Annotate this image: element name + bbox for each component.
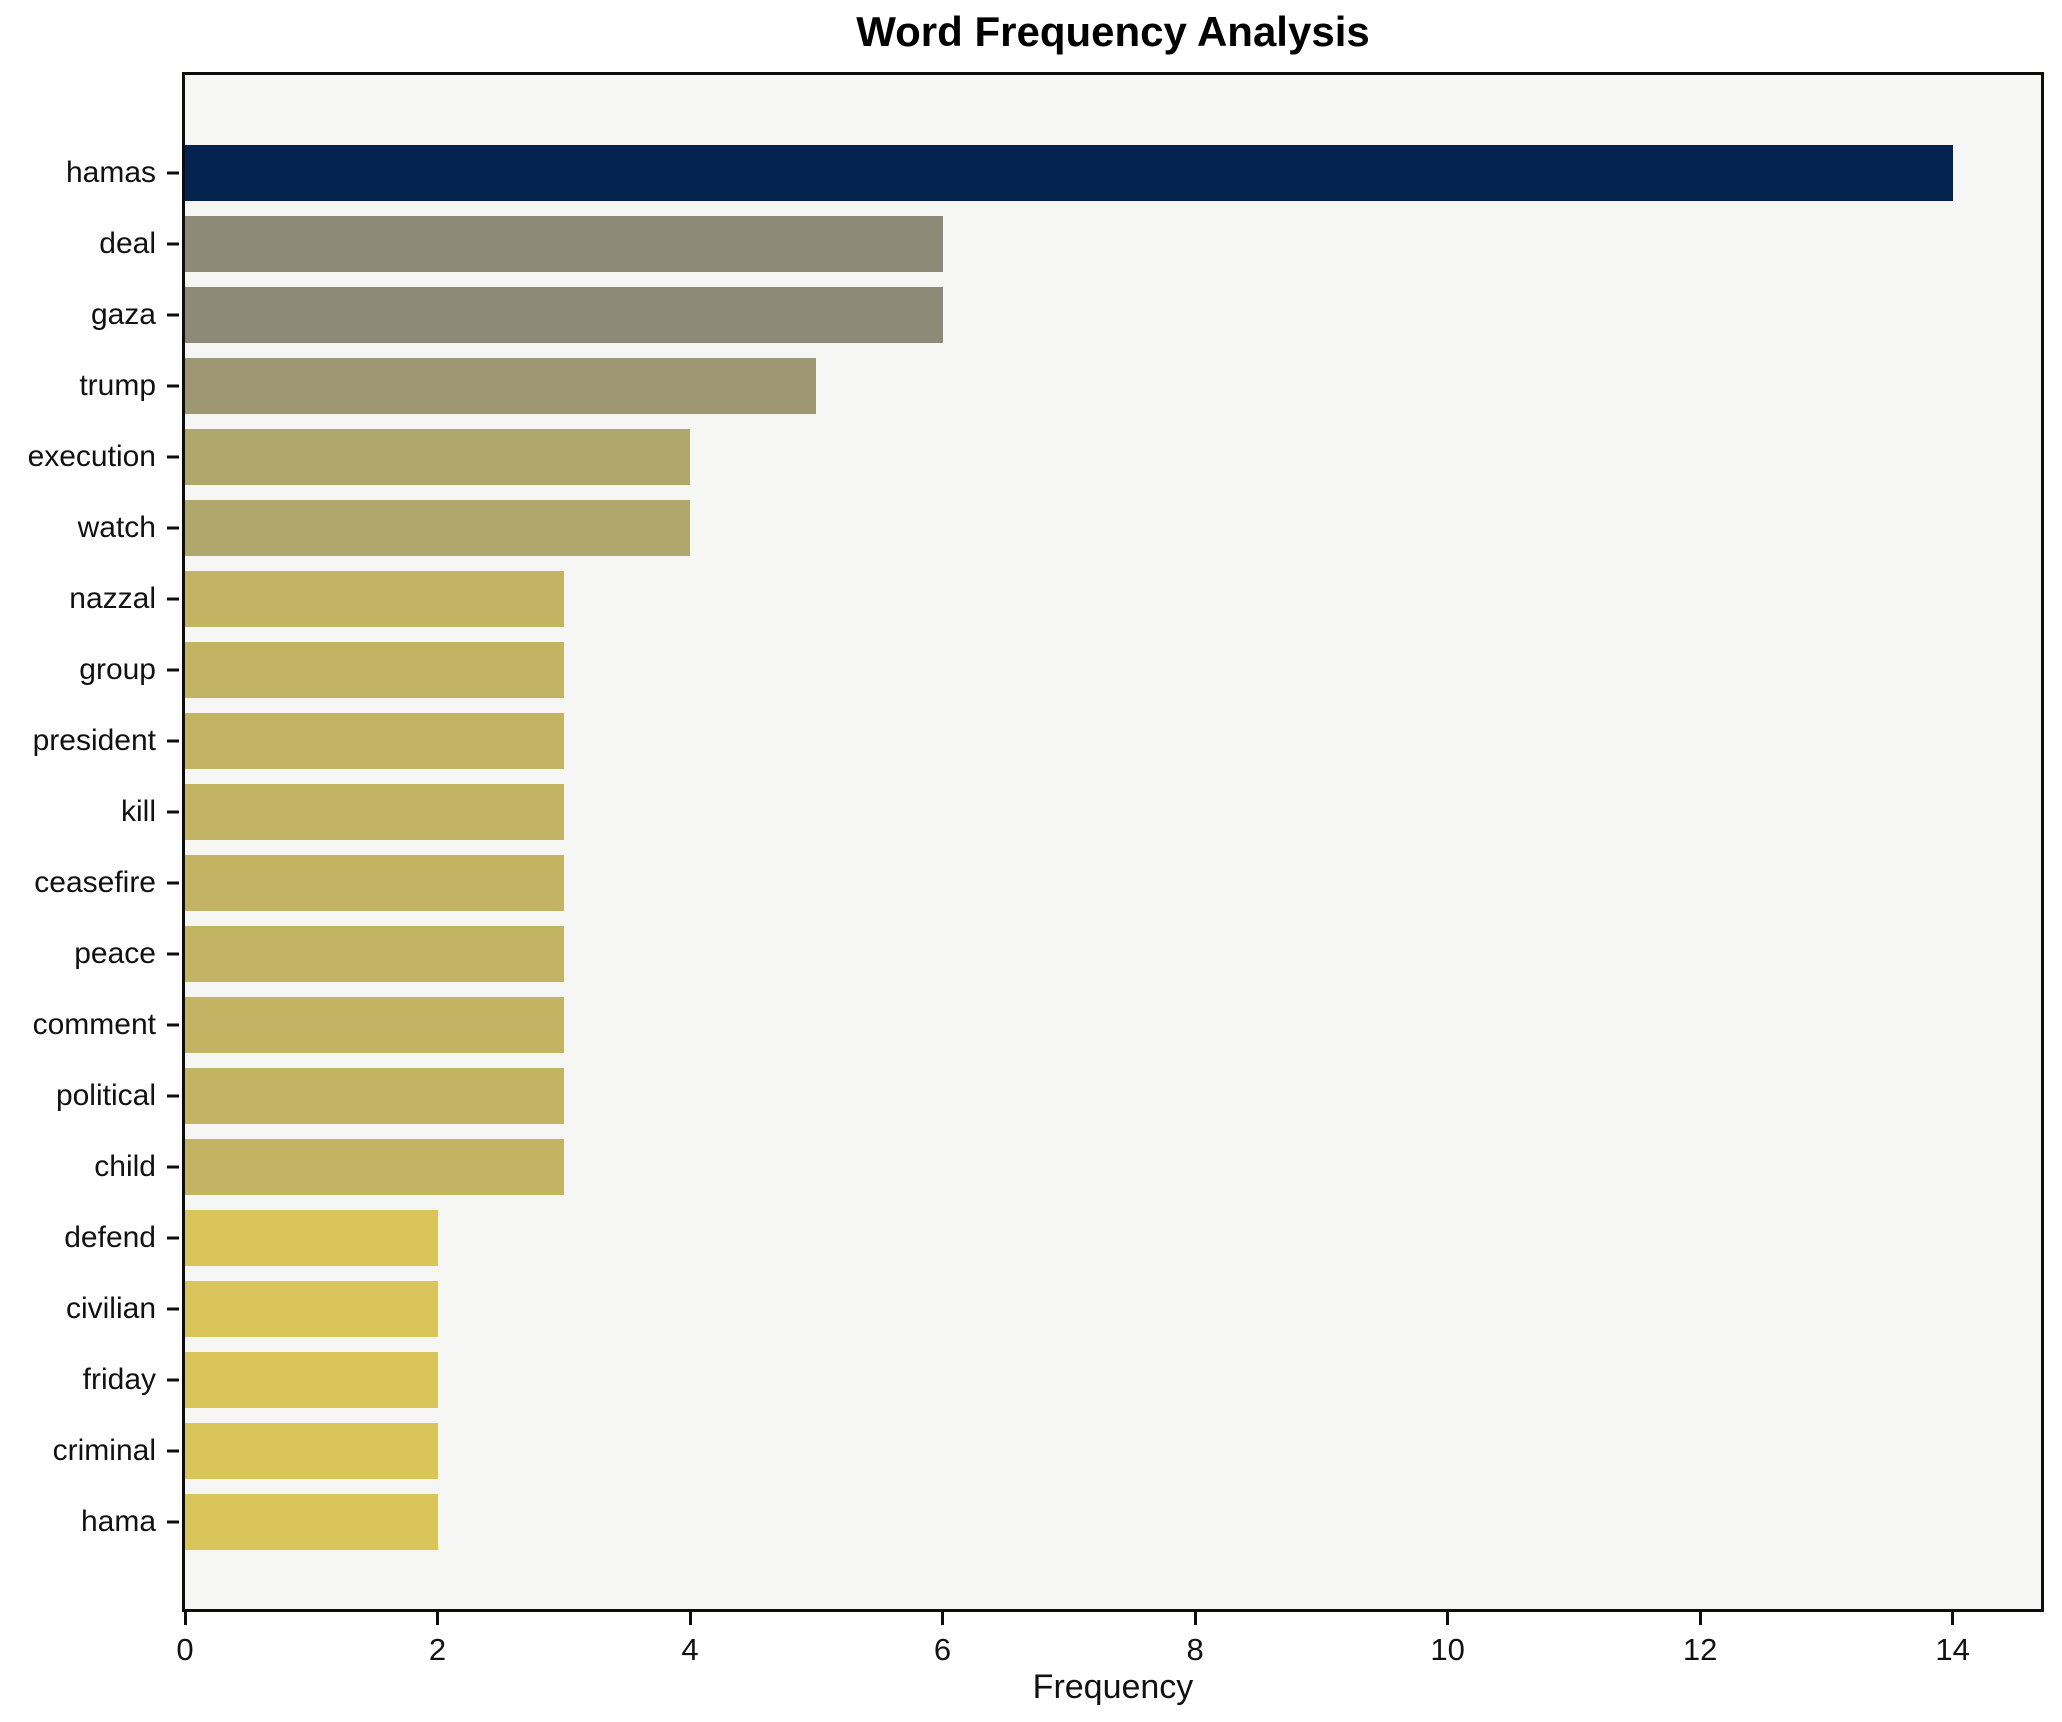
x-tick-mark	[183, 1612, 187, 1625]
x-axis-ticks: 0 2 4 6 8 10 12 14	[176, 1612, 2044, 1692]
x-tick-label: 14	[1935, 1632, 1970, 1667]
y-tick-mark	[167, 1449, 179, 1453]
y-tick-mark	[167, 597, 179, 601]
y-tick-mark	[167, 1236, 179, 1240]
y-tick-label-defend: defend	[64, 1221, 156, 1254]
y-tick-label-president: president	[32, 724, 156, 757]
y-tick-mark	[167, 1378, 179, 1382]
bar-political	[185, 1068, 564, 1124]
y-tick-mark	[167, 526, 179, 530]
y-tick-mark	[167, 881, 179, 885]
bar-defend	[185, 1210, 438, 1266]
x-tick-mark	[1446, 1612, 1450, 1625]
bar-criminal	[185, 1423, 438, 1479]
bar-execution	[185, 429, 691, 485]
bar-gaza	[185, 287, 943, 343]
x-tick-label: 12	[1682, 1632, 1718, 1667]
y-tick-mark	[167, 810, 179, 814]
chart-title: Word Frequency Analysis	[856, 8, 1370, 55]
y-tick-label-gaza: gaza	[90, 298, 156, 331]
x-tick-mark	[688, 1612, 692, 1625]
y-tick-mark	[167, 242, 179, 246]
y-tick-label-peace: peace	[74, 937, 156, 970]
y-tick-mark	[167, 1165, 179, 1169]
y-tick-label-criminal: criminal	[52, 1434, 156, 1467]
y-tick-label-hama: hama	[80, 1505, 156, 1538]
x-tick-label: 8	[1186, 1632, 1204, 1667]
y-tick-label-execution: execution	[27, 440, 156, 473]
y-tick-label-civilian: civilian	[65, 1292, 156, 1325]
x-tick-label: 0	[176, 1632, 194, 1667]
bar-watch	[185, 500, 691, 556]
x-axis-title: Frequency	[1032, 1668, 1194, 1706]
bar-comment	[185, 997, 564, 1053]
bar-hamas	[185, 145, 1953, 201]
plot-area	[182, 72, 2044, 1612]
y-tick-label-child: child	[94, 1150, 156, 1183]
bar-group	[185, 642, 564, 698]
x-tick-mark	[1193, 1612, 1197, 1625]
y-tick-label-trump: trump	[79, 369, 156, 402]
y-tick-label-watch: watch	[77, 511, 156, 544]
bar-deal	[185, 216, 943, 272]
y-tick-mark	[167, 739, 179, 743]
x-tick-label: 4	[681, 1632, 699, 1667]
y-tick-label-kill: kill	[121, 795, 156, 828]
bar-nazzal	[185, 571, 564, 627]
y-tick-label-political: political	[55, 1079, 156, 1112]
y-tick-label-group: group	[79, 653, 156, 686]
x-tick-label: 10	[1430, 1632, 1465, 1667]
bar-hama	[185, 1494, 438, 1550]
y-tick-mark	[167, 1094, 179, 1098]
y-tick-label-nazzal: nazzal	[69, 582, 156, 615]
y-tick-mark	[167, 313, 179, 317]
y-tick-mark	[167, 384, 179, 388]
bar-civilian	[185, 1281, 438, 1337]
y-tick-label-comment: comment	[32, 1008, 156, 1041]
x-tick-mark	[941, 1612, 945, 1625]
x-tick-mark	[1951, 1612, 1955, 1625]
bar-president	[185, 713, 564, 769]
y-tick-mark	[167, 455, 179, 459]
y-tick-mark	[167, 171, 179, 175]
bar-peace	[185, 926, 564, 982]
y-tick-label-hamas: hamas	[65, 156, 156, 189]
x-tick-mark	[1698, 1612, 1702, 1625]
bar-trump	[185, 358, 817, 414]
bars-layer	[185, 75, 2041, 1609]
bar-kill	[185, 784, 564, 840]
bar-ceasefire	[185, 855, 564, 911]
y-tick-label-ceasefire: ceasefire	[34, 866, 156, 899]
y-tick-label-friday: friday	[82, 1363, 156, 1396]
x-tick-label: 6	[933, 1632, 952, 1667]
y-tick-mark	[167, 1023, 179, 1027]
x-tick-label: 2	[428, 1632, 447, 1667]
bar-friday	[185, 1352, 438, 1408]
y-tick-mark	[167, 668, 179, 672]
y-axis-labels: hamas deal gaza trump execution watch nazzal gr…	[0, 72, 182, 1612]
y-tick-label-deal: deal	[99, 227, 156, 260]
bar-child	[185, 1139, 564, 1195]
x-tick-mark	[436, 1612, 440, 1625]
y-tick-mark	[167, 1307, 179, 1311]
y-tick-mark	[167, 952, 179, 956]
y-tick-mark	[167, 1520, 179, 1524]
